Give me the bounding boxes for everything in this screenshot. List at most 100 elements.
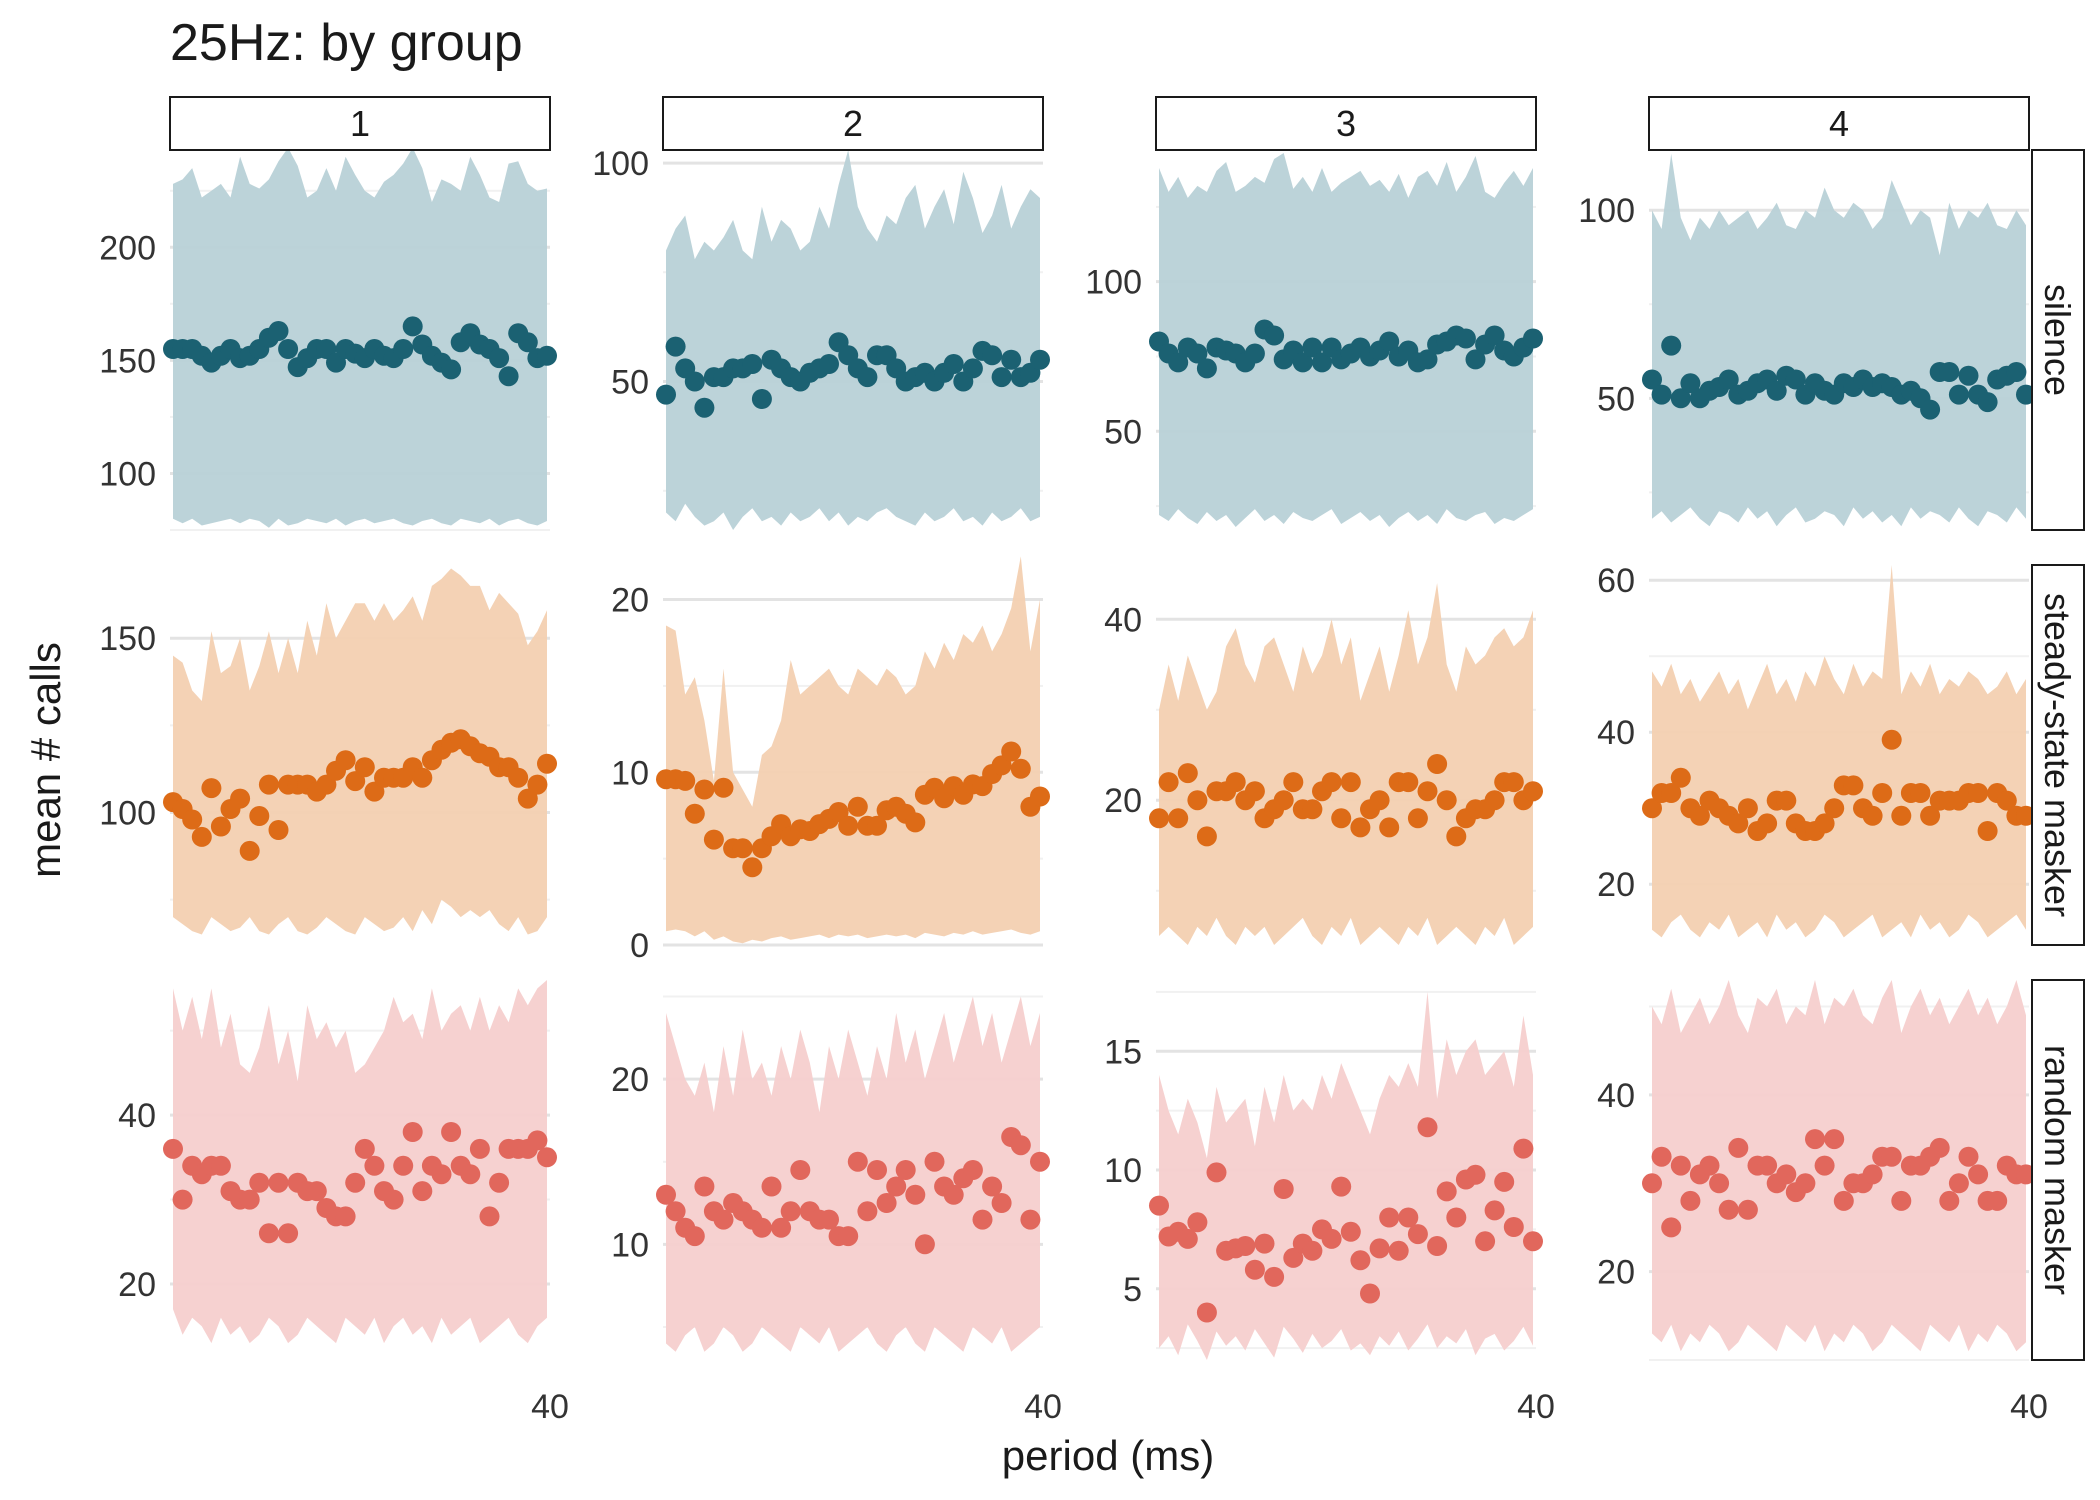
chart-title: 25Hz: by group: [170, 14, 523, 72]
data-point: [1795, 1173, 1815, 1193]
data-point: [1824, 798, 1844, 818]
data-point: [1245, 1260, 1265, 1280]
y-tick-label: 10: [611, 754, 649, 792]
data-point: [1661, 1217, 1681, 1237]
data-point: [1671, 1156, 1691, 1176]
data-point: [1891, 1191, 1911, 1211]
data-point: [1709, 1173, 1729, 1193]
data-point: [1322, 1229, 1342, 1249]
data-point: [733, 838, 753, 858]
data-point: [857, 1201, 877, 1221]
data-point: [1911, 783, 1931, 803]
data-point: [1930, 1138, 1950, 1158]
data-point: [355, 757, 375, 777]
data-point: [838, 816, 858, 836]
data-point: [1523, 1231, 1543, 1251]
data-point: [1030, 787, 1050, 807]
data-point: [2006, 362, 2026, 382]
data-point: [982, 345, 1002, 365]
data-point: [230, 789, 250, 809]
data-point: [537, 754, 557, 774]
data-point: [278, 339, 298, 359]
confidence-band: [666, 150, 1040, 530]
data-point: [1370, 790, 1390, 810]
data-point: [1408, 808, 1428, 828]
facet-panels: 1001502005010010015001020204010205010020…: [99, 145, 2036, 1360]
data-point: [1949, 1173, 1969, 1193]
data-point: [1245, 344, 1265, 364]
data-point: [1661, 336, 1681, 356]
data-point: [489, 348, 509, 368]
data-point: [963, 1160, 983, 1180]
x-axis-title: period (ms): [1002, 1432, 1214, 1479]
data-point: [364, 1156, 384, 1176]
data-point: [1485, 790, 1505, 810]
data-point: [182, 810, 202, 830]
y-tick-label: 100: [592, 145, 649, 183]
data-point: [1418, 1117, 1438, 1137]
data-point: [1001, 350, 1021, 370]
data-point: [527, 1130, 547, 1150]
data-point: [1776, 791, 1796, 811]
y-tick-label: 150: [99, 620, 156, 658]
data-point: [1728, 1138, 1748, 1158]
data-point: [1446, 1208, 1466, 1228]
data-point: [790, 1160, 810, 1180]
data-point: [1776, 1164, 1796, 1184]
y-tick-label: 5: [1123, 1271, 1142, 1309]
y-tick-label: 100: [99, 455, 156, 493]
data-point: [685, 372, 705, 392]
data-point: [1149, 808, 1169, 828]
data-point: [1379, 817, 1399, 837]
data-point: [1235, 1236, 1255, 1256]
data-point: [259, 775, 279, 795]
data-point: [1485, 1200, 1505, 1220]
data-point: [675, 771, 695, 791]
y-axis-title: mean # calls: [22, 642, 69, 878]
data-point: [1446, 826, 1466, 846]
data-point: [1968, 783, 1988, 803]
panel-silence-3: 50100: [1085, 153, 1543, 527]
data-point: [1427, 1236, 1447, 1256]
y-tick-label: 50: [1597, 380, 1635, 418]
panel-random-masker-3: 51015: [1104, 992, 1543, 1360]
data-point: [393, 1156, 413, 1176]
data-point: [1020, 1210, 1040, 1230]
data-point: [1437, 1181, 1457, 1201]
panel-steady-state-masker-1: 100150: [99, 569, 557, 935]
data-point: [1370, 1238, 1390, 1258]
data-point: [694, 1177, 714, 1197]
row-strip-label: random masker: [2037, 1045, 2078, 1295]
data-point: [1738, 798, 1758, 818]
data-point: [714, 778, 734, 798]
confidence-band: [666, 556, 1040, 943]
column-strip-label: 2: [843, 103, 863, 144]
y-tick-label: 20: [118, 1266, 156, 1304]
data-point: [508, 768, 528, 788]
data-point: [1891, 806, 1911, 826]
y-tick-label: 150: [99, 342, 156, 380]
data-point: [1274, 790, 1294, 810]
data-point: [1882, 730, 1902, 750]
data-point: [857, 367, 877, 387]
data-point: [848, 1152, 868, 1172]
panel-silence-4: 50 100: [1578, 154, 2036, 526]
panel-steady-state-masker-2: 0 10 20: [611, 556, 1050, 965]
x-tick-label: 40: [1517, 1388, 1555, 1426]
y-tick-label: 0: [630, 927, 649, 965]
data-point: [1030, 350, 1050, 370]
y-tick-label: 40: [1597, 1077, 1635, 1115]
y-tick-label: 40: [1104, 601, 1142, 639]
confidence-band: [1652, 565, 2026, 937]
data-point: [1523, 329, 1543, 349]
data-point: [1187, 790, 1207, 810]
data-point: [1738, 1200, 1758, 1220]
x-tick-label: 40: [2010, 1388, 2048, 1426]
data-point: [1466, 1165, 1486, 1185]
data-point: [1197, 358, 1217, 378]
data-point: [819, 354, 839, 374]
data-point: [269, 321, 289, 341]
data-point: [1719, 1200, 1739, 1220]
y-tick-label: 20: [611, 1061, 649, 1099]
y-tick-label: 20: [611, 582, 649, 620]
